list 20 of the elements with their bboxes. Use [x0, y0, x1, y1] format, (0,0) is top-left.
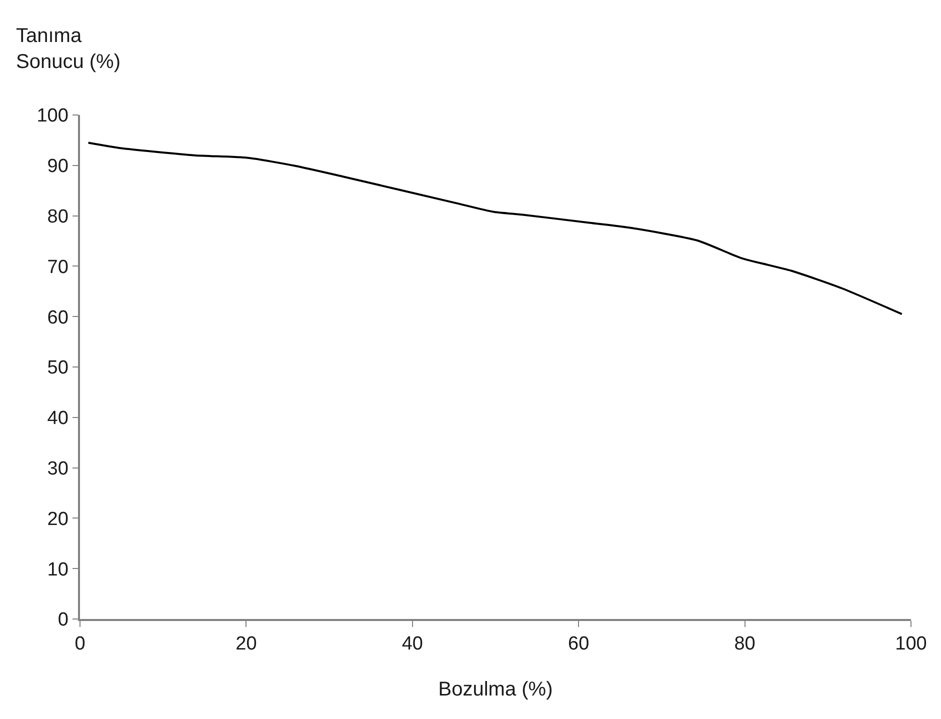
y-tick-label: 70: [47, 256, 68, 278]
x-tick-label: 80: [734, 634, 756, 655]
x-tick-label: 20: [236, 634, 257, 655]
y-tick-label: 30: [47, 458, 68, 480]
y-tick-label: 0: [58, 610, 68, 631]
y-tick-label: 10: [47, 559, 68, 580]
y-tick-label: 60: [47, 307, 68, 328]
x-axis-title: Bozulma (%): [438, 678, 553, 701]
line-series: [87, 142, 903, 316]
y-tick-label: 50: [47, 358, 68, 379]
x-tick-label: 0: [74, 634, 86, 655]
y-tick-label: 80: [47, 206, 68, 228]
y-tick-label: 100: [36, 106, 68, 127]
y-tick-label: 40: [47, 408, 68, 430]
y-axis-title: Tanıma Sonucu (%): [16, 25, 120, 73]
x-tick-label: 40: [402, 634, 423, 655]
y-tick-label: 90: [47, 156, 68, 178]
x-tick-label: 100: [895, 634, 927, 655]
x-tick-label: 60: [568, 634, 590, 655]
y-tick-label: 20: [47, 508, 68, 530]
